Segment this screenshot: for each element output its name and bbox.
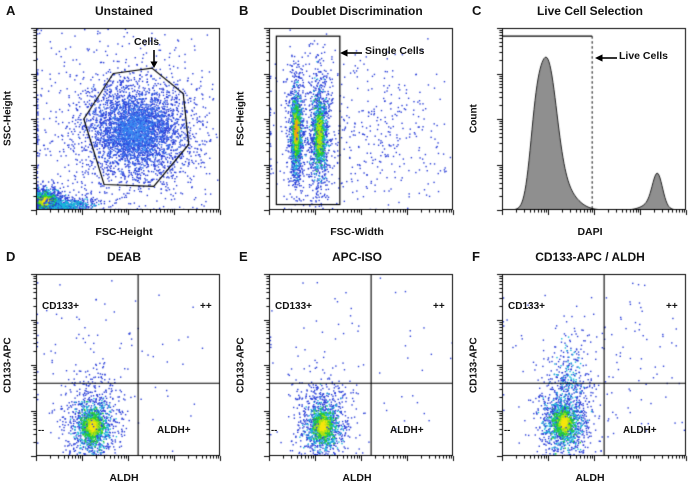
scatter-plot-e (259, 270, 459, 470)
quadrant-label-cd133: CD133+ (508, 301, 545, 312)
panel-title: Live Cell Selection (536, 4, 644, 18)
quadrant-label-aldh: ALDH+ (390, 425, 424, 436)
quadrant-label-doublepos: ++ (666, 301, 678, 312)
y-axis-label: SSC-Height (2, 91, 14, 147)
histogram-plot-c (492, 24, 692, 224)
panel-letter: C (472, 3, 482, 18)
quadrant-label-aldh: ALDH+ (623, 425, 657, 436)
arrow-down-icon (150, 50, 158, 68)
gate-label-single-cells: Single Cells (365, 45, 425, 57)
panel-letter: A (6, 3, 16, 18)
panel-a: A Unstained SSC-Height Cells FSC-Height (0, 0, 233, 246)
x-axis-label: FSC-Width (330, 226, 384, 238)
y-axis-label: FSC-Height (235, 91, 247, 147)
scatter-plot-f (492, 270, 692, 470)
x-axis-label: DAPI (577, 226, 603, 238)
panel-title: Doublet Discrimination (291, 4, 423, 18)
panel-title: APC-ISO (331, 250, 382, 264)
quadrant-label-cd133: CD133+ (275, 301, 312, 312)
x-axis-label: ALDH (342, 472, 372, 484)
panel-title: CD133-APC / ALDH (535, 250, 645, 264)
panel-letter: D (6, 249, 16, 264)
panel-letter: B (239, 3, 249, 18)
gate-label-cells: Cells (134, 36, 160, 48)
panel-f: F CD133-APC / ALDH CD133-APC CD133+ ++ -… (466, 246, 699, 492)
arrow-left-icon (340, 49, 362, 57)
x-axis-label: ALDH (109, 472, 139, 484)
quadrant-label-cd133: CD133+ (42, 301, 79, 312)
panel-title: DEAB (106, 250, 141, 264)
x-axis-label: FSC-Height (95, 226, 153, 238)
panel-c: C Live Cell Selection Count Live Cells D… (466, 0, 699, 246)
scatter-plot-a (26, 24, 226, 224)
panel-b: B Doublet Discrimination FSC-Height Sing… (233, 0, 466, 246)
scatter-plot-d (26, 270, 226, 470)
quadrant-label-doublepos: ++ (433, 301, 445, 312)
panel-d: D DEAB CD133-APC CD133+ ++ -- ALDH+ ALDH (0, 246, 233, 492)
y-axis-label: CD133-APC (468, 337, 480, 393)
quadrant-label-doubleneg: -- (271, 425, 278, 436)
scatter-plot-b (259, 24, 459, 224)
gate-label-live-cells: Live Cells (619, 50, 669, 62)
x-axis-label: ALDH (575, 472, 605, 484)
quadrant-label-doublepos: ++ (200, 301, 212, 312)
y-axis-label: Count (468, 104, 480, 134)
panel-title: Unstained (94, 4, 153, 18)
quadrant-label-doubleneg: -- (38, 425, 45, 436)
y-axis-label: CD133-APC (235, 337, 247, 393)
y-axis-label: CD133-APC (2, 337, 14, 393)
quadrant-label-aldh: ALDH+ (157, 425, 191, 436)
panel-letter: E (239, 249, 248, 264)
panel-letter: F (472, 249, 480, 264)
quadrant-label-doubleneg: -- (504, 425, 511, 436)
arrow-left-icon (595, 54, 617, 62)
panel-e: E APC-ISO CD133-APC CD133+ ++ -- ALDH+ A… (233, 246, 466, 492)
